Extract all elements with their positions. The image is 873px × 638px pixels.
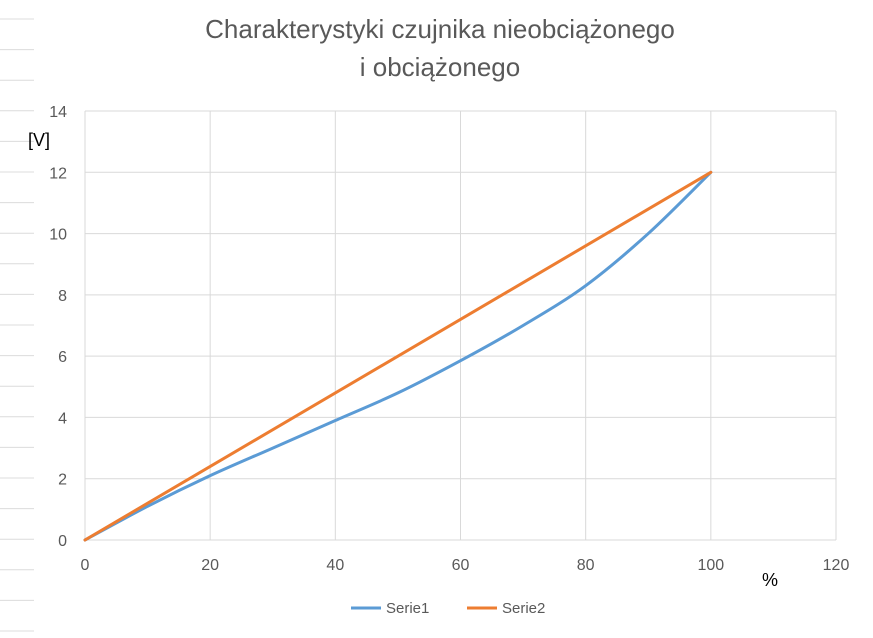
- x-axis-ticks: 0 20 40 60 80 100 120: [81, 557, 850, 574]
- x-tick-label: 100: [697, 557, 724, 574]
- series-layer: [83, 170, 713, 542]
- x-tick-label: 20: [201, 557, 219, 574]
- chart-title-line-2: i obciążonego: [360, 52, 520, 82]
- y-tick-label: 6: [58, 349, 67, 366]
- grid: [84, 110, 837, 541]
- y-tick-label: 8: [58, 288, 67, 305]
- y-tick-label: 0: [58, 533, 67, 550]
- x-tick-label: 80: [577, 557, 595, 574]
- y-tick-label: 14: [49, 104, 67, 121]
- y-tick-label: 10: [49, 227, 67, 244]
- chart-title-line-1: Charakterystyki czujnika nieobciążonego: [205, 14, 675, 44]
- series-line-serie2: [83, 170, 713, 542]
- y-axis-ticks: 0 2 4 6 8 10 12 14: [49, 104, 67, 550]
- background-sheet-lines: [0, 18, 34, 632]
- legend: Serie1 Serie2: [351, 600, 545, 617]
- x-tick-label: 60: [452, 557, 470, 574]
- y-tick-label: 4: [58, 410, 67, 427]
- x-tick-label: 120: [823, 557, 850, 574]
- legend-label-serie1: Serie1: [386, 600, 429, 617]
- legend-label-serie2: Serie2: [502, 600, 545, 617]
- x-tick-label: 0: [81, 557, 90, 574]
- x-tick-label: 40: [326, 557, 344, 574]
- x-axis-label: %: [762, 570, 778, 590]
- y-tick-label: 2: [58, 472, 67, 489]
- y-axis-label: [V]: [28, 130, 50, 150]
- series-line-serie1: [83, 170, 713, 542]
- y-tick-label: 12: [49, 165, 67, 182]
